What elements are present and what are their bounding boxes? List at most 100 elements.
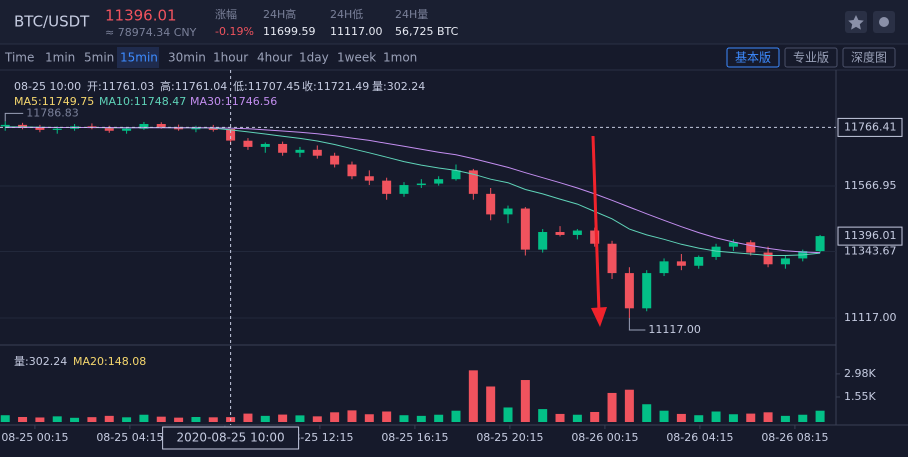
candle-body xyxy=(486,193,496,215)
y-tick-label: 11343.67 xyxy=(844,244,897,257)
volume-bar xyxy=(451,410,461,422)
candle-body xyxy=(278,143,288,153)
symbol: BTC/USDT xyxy=(14,13,90,31)
candle-body xyxy=(451,170,461,180)
volume-bar xyxy=(746,413,756,422)
version-button[interactable] xyxy=(726,47,780,68)
volume-bar xyxy=(763,412,773,422)
candle-body xyxy=(156,124,166,127)
last-price-label: 11396.01 xyxy=(844,229,897,242)
interval-button[interactable]: 30min xyxy=(168,51,206,65)
volume-tick-label: 1.55K xyxy=(844,390,876,403)
interval-button[interactable]: Time xyxy=(4,51,34,65)
interval-button[interactable]: 1min xyxy=(45,51,75,65)
candle-body xyxy=(468,170,478,194)
stat-value: 11699.59 xyxy=(263,25,316,38)
version-label: 专业版 xyxy=(793,50,829,65)
crosshair-time: 2020-08-25 10:00 xyxy=(177,431,285,445)
x-tick-label: 08-25 04:15 xyxy=(96,431,163,444)
volume-bar xyxy=(486,386,496,422)
volume-legend: 量:302.24 xyxy=(14,355,67,368)
ohlc-info: 开:11761.03 xyxy=(87,80,154,93)
candle-body xyxy=(330,155,340,165)
volume-bar xyxy=(347,410,357,422)
x-tick-label: 08-25 12:15 xyxy=(286,431,353,444)
candle-body xyxy=(572,230,582,235)
ma-legend: MA5:11749.75 xyxy=(14,95,94,108)
volume-bar xyxy=(624,389,634,422)
candle-body xyxy=(18,124,28,128)
version-label: 深度图 xyxy=(851,50,887,65)
last-price-box xyxy=(837,226,903,246)
volume-bar xyxy=(191,416,201,422)
ohlc-info: 量:302.24 xyxy=(372,80,425,93)
ma-legend: MA10:11748.47 xyxy=(99,95,186,108)
candle-body xyxy=(676,261,686,266)
ohlc-info: 低:11707.45 xyxy=(233,80,300,93)
volume-bar xyxy=(295,415,305,422)
stat-value: 56,725 BTC xyxy=(395,25,459,38)
volume-legend: MA20:148.08 xyxy=(73,355,146,368)
volume-bar xyxy=(52,416,62,422)
volume-bar xyxy=(104,415,114,422)
x-tick-label: 08-26 04:15 xyxy=(666,431,733,444)
volume-bar xyxy=(642,404,652,422)
volume-bar xyxy=(728,414,738,422)
crosshair-price-box xyxy=(837,117,903,137)
version-button[interactable] xyxy=(784,47,838,68)
volume-bar xyxy=(70,417,80,422)
stat-value: -0.19% xyxy=(215,25,254,38)
ma-legend: MA30:11746.56 xyxy=(190,95,277,108)
crosshair-price: 11766.41 xyxy=(844,120,897,133)
volume-bar xyxy=(590,411,600,422)
volume-bar xyxy=(156,416,166,422)
interval-button[interactable]: 1week xyxy=(337,51,376,65)
volume-bar xyxy=(330,412,340,422)
volume-bar xyxy=(87,417,97,422)
interval-button[interactable]: 5min xyxy=(84,51,114,65)
volume-bar xyxy=(520,380,530,422)
candle-body xyxy=(815,236,825,252)
candle-body xyxy=(434,179,444,184)
arrow-shaft xyxy=(591,135,601,313)
version-button[interactable] xyxy=(842,47,896,68)
volume-bar xyxy=(572,414,582,422)
candle-body xyxy=(555,232,565,235)
candle-body xyxy=(382,180,392,194)
candle-body xyxy=(728,242,738,247)
low-pointer xyxy=(628,317,646,331)
high-label: 11786.83 xyxy=(26,106,79,119)
candle-body xyxy=(0,124,10,127)
candle-body xyxy=(139,124,149,129)
volume-tick-label: 2.98K xyxy=(844,367,876,380)
volume-bar xyxy=(260,415,270,422)
interval-button[interactable]: 1hour xyxy=(213,51,248,65)
candle-body xyxy=(711,246,721,257)
volume-bar xyxy=(607,392,617,422)
candle-body xyxy=(399,185,409,194)
stat-label: 24H高 xyxy=(263,7,296,21)
last-price: 11396.01 xyxy=(105,7,177,25)
candle-body xyxy=(746,242,756,253)
candle-body xyxy=(520,208,530,250)
header-bar xyxy=(0,0,908,44)
x-tick-label: 08-25 16:15 xyxy=(381,431,448,444)
volume-bar xyxy=(278,414,288,422)
candle-body xyxy=(538,232,548,250)
interval-button[interactable]: 4hour xyxy=(257,51,292,65)
interval-button[interactable]: 1day xyxy=(299,51,329,65)
stat-label: 24H量 xyxy=(395,8,428,21)
candle-body xyxy=(35,127,45,130)
interval-button[interactable]: 15min xyxy=(120,51,158,65)
volume-bar xyxy=(139,414,149,422)
ohlc-info: 高:11761.04 xyxy=(160,79,227,93)
version-label: 基本版 xyxy=(735,51,771,65)
interval-button[interactable]: 1mon xyxy=(383,51,417,65)
volume-bar xyxy=(555,413,565,422)
volume-bar xyxy=(659,410,669,422)
volume-bar xyxy=(780,415,790,422)
high-pointer xyxy=(4,112,24,122)
x-tick-label: 08-26 00:15 xyxy=(571,431,638,444)
candle-body xyxy=(208,127,218,130)
